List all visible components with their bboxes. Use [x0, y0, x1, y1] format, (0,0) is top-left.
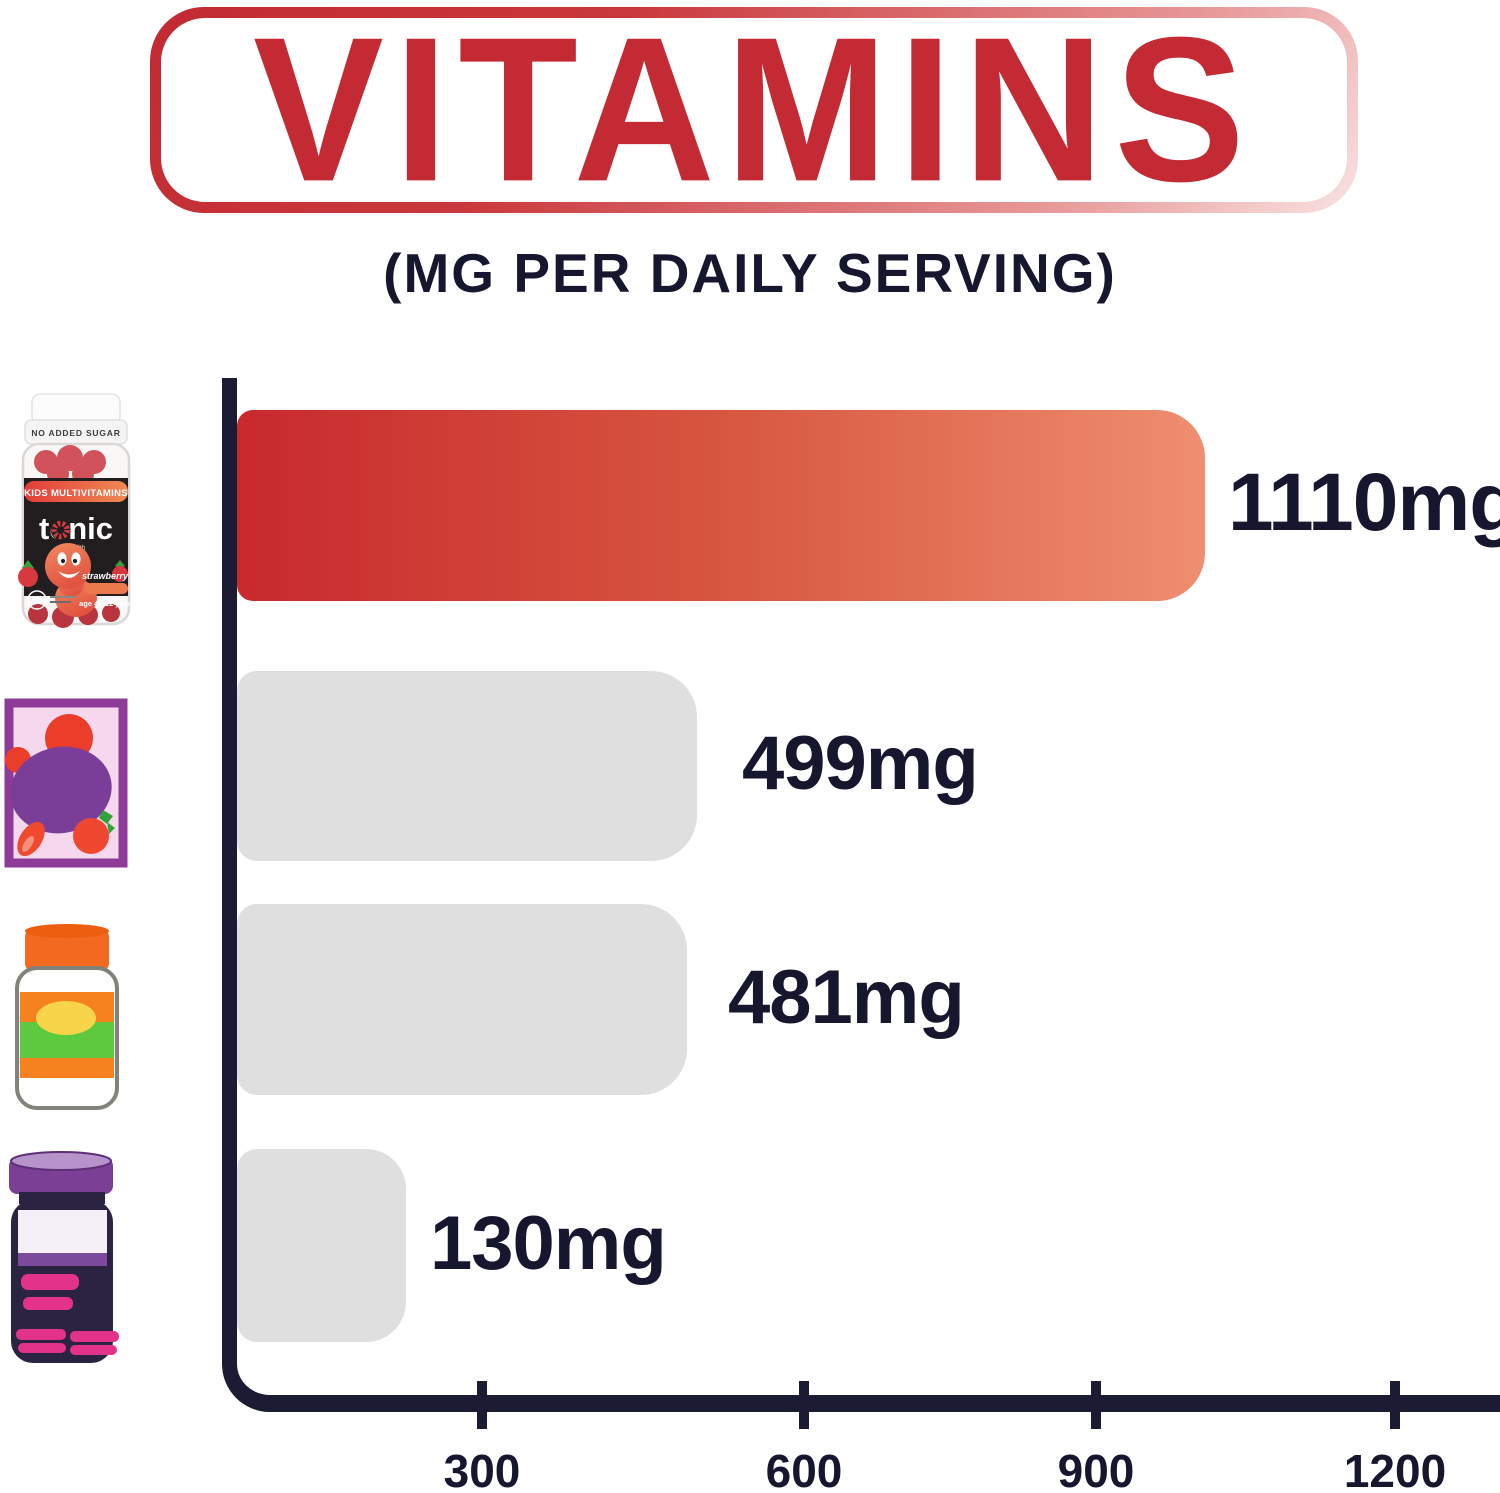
yellow-oval [36, 1001, 96, 1035]
tonic-bottle-image: NO ADDED SUGAR KIDS MULTIVITAMINS tonic … [18, 393, 135, 628]
bar-competitor-purple-jar [237, 1149, 406, 1342]
age-range-text: age 4 - 12 years [79, 599, 135, 608]
orange-cap-top [25, 924, 109, 938]
label-banner [24, 481, 128, 502]
white-label [18, 1210, 107, 1256]
strawberry-leaves-icon [107, 822, 115, 834]
strawberry-icon [73, 818, 109, 854]
fine-print-line [50, 601, 71, 603]
competitor-purple-jar-image [9, 1151, 119, 1363]
axis-tick-600 [799, 1381, 809, 1429]
orange-cap [25, 928, 109, 972]
count-badge [27, 590, 47, 610]
bar-competitor-pouch [237, 671, 697, 861]
count-badge-text: 60 [33, 598, 41, 605]
chart-axis [222, 378, 1500, 1412]
bar-value-label: 481mg [728, 955, 965, 1040]
brand-text: tonic [39, 511, 113, 546]
bar-value-label: 130mg [430, 1201, 667, 1286]
title-frame-inner: VITAMINS [161, 7, 1347, 212]
purple-band [18, 1253, 107, 1266]
bar-value-label: 1110mg [1228, 457, 1500, 548]
flavor-text: strawberry [82, 571, 129, 581]
flavor-pill [85, 583, 128, 594]
page-title: VITAMINS [253, 0, 1255, 225]
axis-tick-label: 900 [1057, 1445, 1135, 1493]
red-shape-highlight [22, 836, 34, 852]
bar-competitor-orange-bottle [237, 904, 687, 1095]
competitor-pouch-image [4, 698, 128, 868]
axis-tick-label: 1200 [1343, 1445, 1447, 1493]
gummy-wheel-icon [51, 520, 70, 540]
axis-tick-900 [1091, 1381, 1101, 1429]
strawberry-leaves-icon [99, 810, 113, 824]
title-frame: VITAMINS [150, 7, 1358, 213]
bar-value-label: 499mg [742, 721, 979, 806]
gummies-top [34, 445, 106, 485]
axis-tick-1200 [1390, 1381, 1400, 1429]
axis-tick-label: 300 [443, 1445, 521, 1493]
pink-label-bars [16, 1274, 119, 1355]
fine-print-line [50, 596, 76, 598]
competitor-orange-bottle-image [15, 924, 119, 1110]
bar-tonic-multivitamins [237, 410, 1205, 601]
purple-cap-top [10, 1151, 112, 1171]
axis-tick-300 [477, 1381, 487, 1429]
cap-text: NO ADDED SUGAR [31, 428, 120, 438]
strawberry-icon [18, 560, 128, 587]
purple-blob [10, 746, 112, 834]
banner-text: KIDS MULTIVITAMINS [24, 488, 128, 499]
subtitle: (MG PER DAILY SERVING) [383, 242, 1117, 304]
axis-tick-label: 600 [765, 1445, 843, 1493]
